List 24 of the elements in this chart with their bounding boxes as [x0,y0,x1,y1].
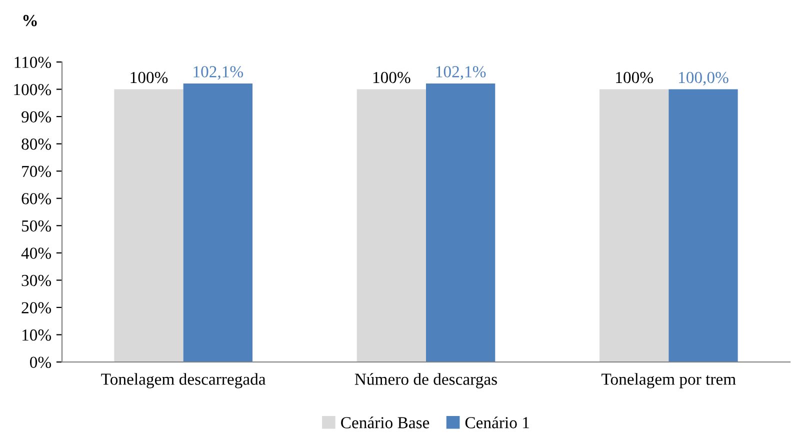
x-tick-label: Tonelagem por trem [602,373,736,388]
legend-label: Cenário 1 [465,416,529,428]
y-tick-label: 110% [14,56,52,68]
y-axis-title: % [23,14,37,26]
data-label: 100% [130,72,168,84]
data-label: 102,1% [436,66,486,80]
y-tick-label: 40% [21,248,52,259]
y-tick-label: 10% [22,329,52,341]
legend-label: Cenário Base [341,416,430,428]
data-label: 100,0% [679,72,728,86]
y-tick-label: 100% [14,84,52,96]
y-tick-label: 0% [30,356,52,368]
y-tick-label: 50% [22,220,52,232]
y-tick-label: 20% [22,302,52,314]
y-tick-label: 70% [22,166,52,178]
y-tick-label: 80% [22,138,52,150]
data-label: 100% [616,72,653,84]
x-tick-label: Tonelagem descarregada [101,373,266,388]
data-label: 102,1% [194,66,244,80]
x-tick-label: Número de descargas [354,373,497,388]
data-label: 100% [373,72,410,84]
y-tick-label: 60% [22,193,52,204]
y-tick-label: 90% [22,111,52,123]
y-tick-label: 30% [22,274,52,286]
